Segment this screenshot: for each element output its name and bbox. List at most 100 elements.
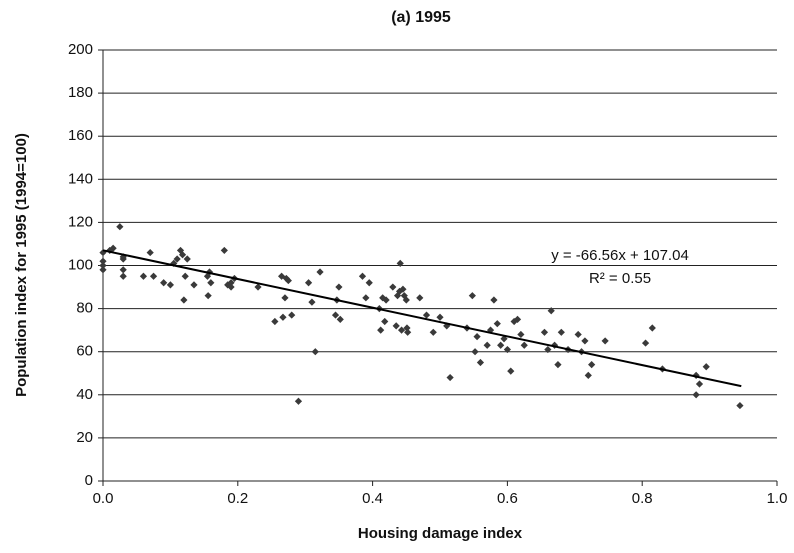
scatter-point bbox=[483, 341, 491, 349]
scatter-point bbox=[139, 272, 148, 280]
scatter-point bbox=[554, 361, 562, 369]
scatter-point bbox=[190, 281, 198, 289]
scatter-point bbox=[178, 251, 187, 259]
scatter-point bbox=[547, 307, 555, 315]
scatter-point bbox=[581, 337, 589, 345]
scatter-point bbox=[588, 361, 596, 369]
scatter-point bbox=[311, 348, 319, 356]
scatter-point bbox=[99, 261, 107, 270]
scatter-point bbox=[278, 272, 286, 280]
scatter-point bbox=[358, 272, 367, 280]
scatter-point bbox=[416, 294, 424, 302]
scatter-point bbox=[279, 313, 287, 321]
scatter-point bbox=[160, 279, 168, 287]
scatter-point bbox=[173, 255, 181, 263]
trendline-r-squared: R² = 0.55 bbox=[589, 270, 651, 287]
scatter-point bbox=[396, 259, 404, 267]
scatter-point bbox=[736, 401, 744, 410]
scatter-point bbox=[109, 244, 117, 252]
scatter-point bbox=[404, 328, 412, 336]
scatter-point bbox=[557, 328, 565, 336]
scatter-point bbox=[584, 371, 592, 380]
scatter-point bbox=[99, 266, 107, 274]
scatter-point bbox=[486, 326, 495, 334]
scatter-point bbox=[308, 298, 316, 306]
scatter-point bbox=[180, 296, 188, 304]
scatter-point bbox=[648, 324, 656, 332]
scatter-point bbox=[507, 367, 515, 375]
scatter-point bbox=[304, 279, 313, 287]
scatter-point bbox=[377, 326, 385, 334]
scatter-point bbox=[692, 391, 700, 399]
scatter-point bbox=[468, 292, 476, 300]
scatter-point bbox=[116, 223, 124, 231]
scatter-point bbox=[403, 324, 411, 332]
scatter-point bbox=[382, 296, 390, 304]
scatter-point bbox=[402, 296, 410, 304]
scatter-point bbox=[220, 246, 228, 255]
scatter-point bbox=[281, 294, 289, 302]
scatter-point bbox=[205, 268, 214, 276]
y-axis-label: Population index for 1995 (1994=100) bbox=[13, 133, 30, 397]
x-tick-label: 0.6 bbox=[497, 490, 518, 507]
scatter-point bbox=[379, 294, 387, 302]
scatter-point bbox=[692, 371, 700, 380]
scatter-point bbox=[284, 276, 292, 285]
scatter-point bbox=[490, 296, 498, 304]
scatter-point bbox=[497, 341, 505, 349]
scatter-point bbox=[331, 311, 340, 319]
scatter-point bbox=[389, 283, 397, 291]
scatter-point bbox=[381, 317, 389, 326]
scatter-point bbox=[204, 292, 212, 300]
scatter-point bbox=[695, 380, 704, 388]
scatter-point bbox=[271, 317, 279, 326]
scatter-point bbox=[641, 339, 650, 347]
y-tick-label: 20 bbox=[76, 429, 93, 446]
scatter-point bbox=[397, 326, 406, 334]
scatter-point bbox=[254, 283, 262, 291]
scatter-point bbox=[392, 322, 400, 330]
chart-title: (a) 1995 bbox=[391, 9, 451, 26]
scatter-point bbox=[335, 283, 343, 291]
scatter-point bbox=[493, 320, 501, 328]
scatter-point bbox=[316, 268, 324, 276]
scatter-point bbox=[181, 272, 189, 280]
scatter-point bbox=[436, 313, 444, 321]
scatter-point bbox=[362, 294, 370, 302]
y-tick-label: 60 bbox=[76, 343, 93, 360]
scatter-point bbox=[166, 281, 174, 289]
scatter-point bbox=[544, 345, 552, 354]
scatter-point bbox=[471, 348, 479, 356]
scatter-point bbox=[513, 315, 522, 323]
scatter-point bbox=[422, 311, 431, 319]
scatter-point bbox=[446, 373, 454, 382]
scatter-point bbox=[393, 292, 402, 300]
scatter-point bbox=[146, 248, 154, 257]
y-tick-label: 40 bbox=[76, 386, 93, 403]
scatter-point bbox=[500, 335, 508, 343]
scatter-point bbox=[601, 337, 609, 345]
scatter-point bbox=[540, 328, 549, 336]
scatter-point bbox=[399, 285, 407, 293]
scatter-point bbox=[170, 259, 178, 267]
scatter-point bbox=[702, 363, 710, 371]
x-tick-label: 1.0 bbox=[767, 490, 788, 507]
scatter-point bbox=[227, 283, 235, 291]
x-axis-label: Housing damage index bbox=[358, 525, 523, 542]
scatter-point bbox=[207, 279, 215, 287]
y-tick-label: 80 bbox=[76, 300, 93, 317]
y-tick-label: 140 bbox=[68, 170, 93, 187]
scatter-point bbox=[550, 341, 559, 349]
x-tick-label: 0.8 bbox=[632, 490, 653, 507]
scatter-point bbox=[365, 279, 373, 287]
y-tick-label: 180 bbox=[68, 84, 93, 101]
scatter-point bbox=[517, 330, 525, 339]
scatter-point bbox=[149, 272, 158, 280]
trendline bbox=[102, 249, 742, 388]
scatter-point bbox=[119, 266, 127, 274]
scatter-point bbox=[574, 330, 582, 339]
y-tick-label: 160 bbox=[68, 127, 93, 144]
scatter-point bbox=[503, 345, 511, 354]
scatter-point bbox=[99, 248, 107, 257]
